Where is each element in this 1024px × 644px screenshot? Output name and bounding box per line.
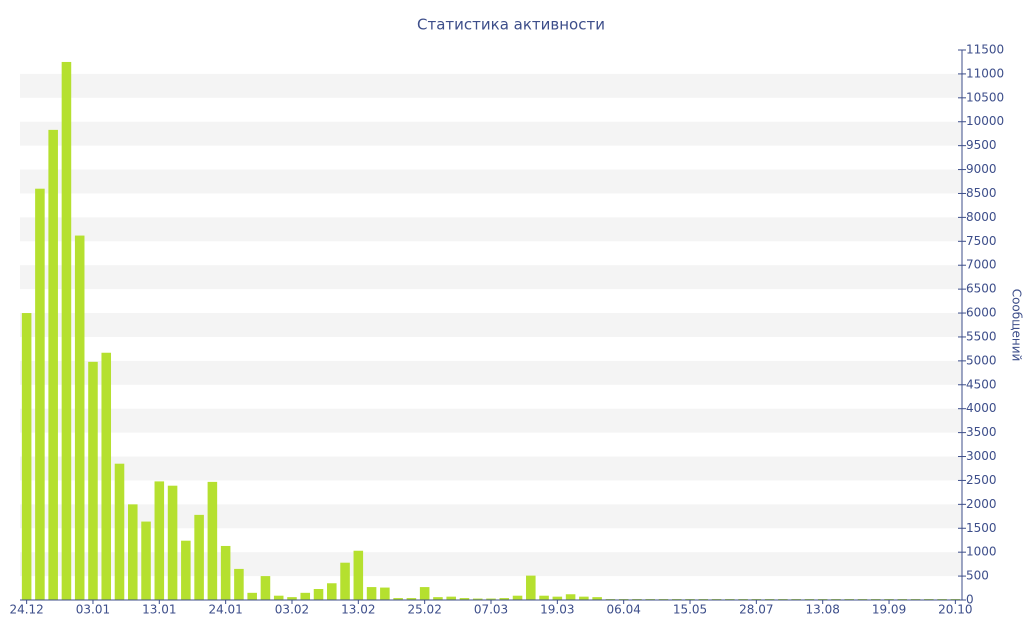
- bar: [565, 594, 576, 600]
- bar: [472, 598, 483, 600]
- bar: [194, 514, 204, 600]
- x-tick-label: 07.03: [474, 603, 508, 617]
- bar: [154, 481, 165, 600]
- bar: [247, 592, 257, 600]
- bar: [300, 592, 311, 600]
- x-tick-label: 03.02: [275, 603, 309, 617]
- x-tick-label: 24.12: [9, 603, 43, 617]
- y-tick-label: 4500: [966, 377, 997, 391]
- bar: [552, 596, 563, 600]
- y-tick-label: 11000: [966, 66, 1004, 80]
- y-tick-label: 2000: [966, 497, 997, 511]
- bar: [526, 575, 536, 600]
- x-tick-label: 20.10: [938, 603, 972, 617]
- bar: [579, 596, 589, 600]
- bar: [512, 595, 523, 600]
- y-tick-label: 9500: [966, 138, 997, 152]
- y-tick-label: 1000: [966, 545, 997, 559]
- y-tick-label: 3000: [966, 449, 997, 463]
- y-tick-label: 2500: [966, 473, 997, 487]
- y-tick-label: 5500: [966, 329, 997, 343]
- y-tick-label: 7000: [966, 258, 997, 272]
- bar: [127, 504, 138, 600]
- bar: [446, 596, 456, 600]
- bar: [74, 235, 85, 600]
- grid-band: [20, 121, 962, 146]
- bar: [433, 597, 443, 600]
- bar: [21, 313, 32, 600]
- bar: [340, 562, 350, 600]
- grid-band: [20, 265, 962, 290]
- bar: [114, 463, 125, 600]
- y-tick-label: 8500: [966, 186, 997, 200]
- chart-title: Статистика активности: [417, 16, 605, 34]
- bar: [499, 598, 510, 600]
- y-tick-label: 1500: [966, 521, 997, 535]
- grid-band: [20, 360, 962, 385]
- grid-band: [20, 408, 962, 433]
- x-tick-label: 13.08: [806, 603, 840, 617]
- x-tick-label: 19.03: [540, 603, 574, 617]
- bar: [207, 481, 218, 600]
- y-tick-label: 6500: [966, 282, 997, 296]
- bar: [141, 521, 151, 600]
- bar: [592, 597, 602, 600]
- y-axis-label: Сообщений: [1010, 289, 1024, 362]
- grid-band: [20, 73, 962, 98]
- x-tick-label: 13.01: [142, 603, 176, 617]
- bar: [327, 583, 337, 600]
- x-tick-label: 13.02: [341, 603, 375, 617]
- y-tick-label: 9000: [966, 162, 997, 176]
- grid-band: [20, 217, 962, 242]
- grid-band: [20, 504, 962, 529]
- bar: [486, 598, 496, 600]
- bar: [287, 597, 297, 600]
- x-tick-label: 24.01: [208, 603, 242, 617]
- y-tick-label: 4000: [966, 401, 997, 415]
- y-tick-label: 5000: [966, 353, 997, 367]
- x-tick-label: 06.04: [606, 603, 640, 617]
- bar: [48, 129, 58, 600]
- bar: [419, 587, 430, 600]
- y-tick-label: 8000: [966, 210, 997, 224]
- x-tick-label: 19.09: [872, 603, 906, 617]
- bar: [220, 545, 231, 600]
- grid-band: [20, 313, 962, 337]
- bar: [380, 587, 390, 600]
- y-tick-label: 3500: [966, 425, 997, 439]
- bar: [273, 595, 284, 600]
- y-tick-label: 10000: [966, 114, 1004, 128]
- y-tick-label: 6000: [966, 306, 997, 320]
- bar: [539, 595, 549, 600]
- bar: [459, 598, 470, 600]
- bar: [35, 188, 45, 600]
- bar: [406, 598, 417, 600]
- y-tick-label: 500: [966, 569, 989, 583]
- bar: [181, 540, 191, 600]
- grid-band: [20, 552, 962, 577]
- grid-band: [20, 456, 962, 481]
- bar: [353, 550, 364, 600]
- bar: [393, 598, 403, 600]
- bar: [313, 589, 324, 600]
- bar: [61, 61, 72, 600]
- bar: [167, 485, 178, 600]
- bar: [260, 576, 271, 600]
- bar: [234, 568, 244, 600]
- x-tick-label: 28.07: [739, 603, 773, 617]
- x-tick-label: 03.01: [76, 603, 110, 617]
- y-tick-label: 11500: [966, 43, 1004, 57]
- bar: [88, 361, 98, 600]
- x-tick-label: 15.05: [673, 603, 707, 617]
- x-tick-label: 25.02: [407, 603, 441, 617]
- y-tick-label: 0: [966, 593, 974, 607]
- y-tick-label: 7500: [966, 234, 997, 248]
- y-tick-label: 10500: [966, 90, 1004, 104]
- bar: [366, 587, 377, 600]
- grid-band: [20, 169, 962, 194]
- bar: [101, 352, 112, 600]
